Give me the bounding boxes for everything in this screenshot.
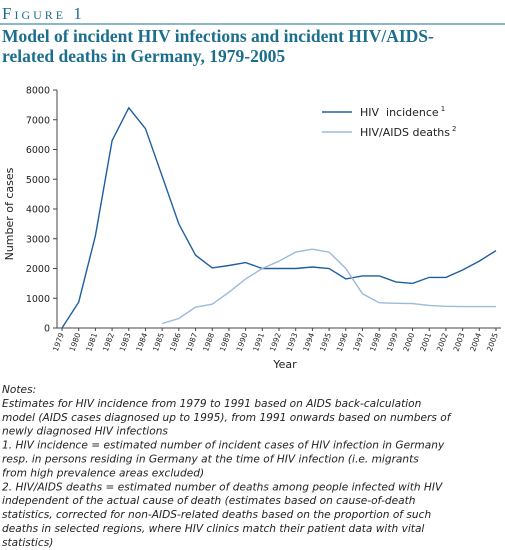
x-tick-label: 1984 <box>134 331 149 352</box>
y-tick-label: 3000 <box>26 234 50 245</box>
x-tick-label: 1989 <box>218 331 233 352</box>
note-line: resp. in persons residing in Germany at … <box>2 454 419 466</box>
x-tick-label: 1996 <box>335 331 350 352</box>
note-line: Estimates for HIV incidence from 1979 to… <box>2 398 421 410</box>
x-tick-label: 1982 <box>101 331 116 352</box>
x-tick-label: 1995 <box>318 331 333 352</box>
figure-label: Figure 1 <box>2 4 85 23</box>
legend-label: HIV incidence <box>360 106 439 119</box>
x-tick-label: 1997 <box>351 331 366 352</box>
y-tick-label: 6000 <box>26 145 50 156</box>
note-line: newly diagnosed HIV infections <box>2 426 168 438</box>
x-tick-label: 2001 <box>418 331 433 352</box>
note-line: statistics, corrected for non-AIDS-relat… <box>2 509 431 521</box>
legend-note: 2 <box>452 125 456 133</box>
x-tick-label: 1981 <box>84 331 99 352</box>
note-line: statistics) <box>2 537 53 549</box>
y-tick-label: 8000 <box>26 86 50 97</box>
legend-label: HIV/AIDS deaths <box>360 126 450 139</box>
note-line: model (AIDS cases diagnosed up to 1995),… <box>2 412 453 424</box>
y-tick-label: 4000 <box>26 205 50 216</box>
x-tick-label: 1988 <box>201 331 216 352</box>
x-tick-label: 1986 <box>168 331 183 352</box>
x-tick-label: 1983 <box>118 331 133 352</box>
x-tick-label: 1993 <box>285 331 300 352</box>
x-tick-label: 1979 <box>51 331 66 352</box>
x-tick-label: 1998 <box>368 331 383 352</box>
x-tick-label: 2005 <box>485 331 500 352</box>
y-tick-label: 5000 <box>26 175 50 186</box>
x-tick-label: 2002 <box>435 331 450 352</box>
x-tick-label: 1985 <box>151 331 166 352</box>
x-tick-label: 1991 <box>251 331 266 352</box>
series-line <box>161 248 496 325</box>
x-tick-label: 1980 <box>68 331 83 352</box>
note-line: deaths in selected regions, where HIV cl… <box>2 523 424 535</box>
y-tick-label: 1000 <box>26 294 50 305</box>
note-line: independent of the actual cause of death… <box>2 495 416 507</box>
legend-note: 1 <box>441 105 445 113</box>
x-tick-label: 2004 <box>468 331 483 352</box>
x-tick-label: 1990 <box>235 331 250 352</box>
chart-title: related deaths in Germany, 1979-2005 <box>2 46 285 66</box>
x-tick-label: 2000 <box>401 331 416 352</box>
note-line: 1. HIV incidence = estimated number of i… <box>2 440 445 452</box>
x-tick-label: 1987 <box>184 331 199 352</box>
y-tick-label: 2000 <box>26 264 50 275</box>
y-tick-label: 7000 <box>26 115 50 126</box>
x-axis-label: Year <box>272 358 297 371</box>
chart-title: Model of incident HIV infections and inc… <box>2 26 434 46</box>
y-tick-label: 0 <box>44 324 50 335</box>
x-tick-label: 1994 <box>301 331 316 352</box>
x-tick-label: 1999 <box>385 331 400 352</box>
y-axis-label: Number of cases <box>3 167 16 260</box>
series-line <box>61 106 497 329</box>
x-tick-label: 1992 <box>268 331 283 352</box>
note-line: 2. HIV/AIDS deaths = estimated number of… <box>2 481 443 493</box>
note-line: from high prevalence areas excluded) <box>2 467 204 479</box>
x-tick-label: 2003 <box>452 331 467 352</box>
note-line: Notes: <box>2 384 36 396</box>
